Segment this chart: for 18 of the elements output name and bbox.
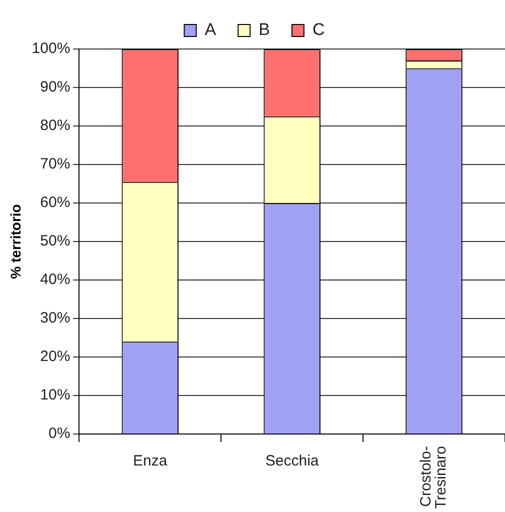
y-axis-title: % territorio	[7, 204, 24, 279]
y-tick-label: 10%	[40, 386, 70, 404]
y-tick-label: 60%	[40, 194, 70, 212]
x-tick-label: Secchia	[265, 452, 320, 470]
y-tick-label: 70%	[40, 156, 70, 173]
legend-label: C	[312, 20, 325, 40]
y-tick-label: 40%	[40, 271, 70, 288]
y-tick-label: 50%	[40, 232, 70, 250]
y-tick-label: 20%	[40, 348, 70, 366]
x-tick-label: Enza	[133, 452, 168, 470]
y-tick-label: 0%	[48, 425, 70, 442]
y-tick-label: 80%	[40, 117, 70, 134]
y-tick-label: 90%	[40, 78, 70, 96]
legend-label: A	[204, 20, 217, 40]
legend-label: B	[258, 20, 270, 40]
x-tick-label: Crostolo-Tresinaro	[418, 446, 450, 509]
y-tick-label: 100%	[32, 40, 70, 58]
y-tick-label: 30%	[40, 310, 70, 327]
